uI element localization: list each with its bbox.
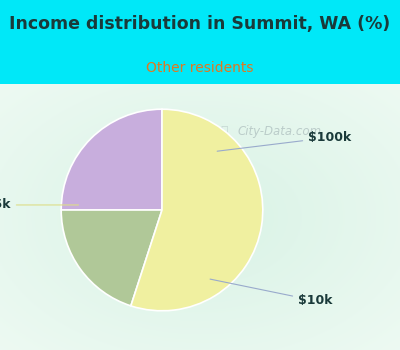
Text: Ⓢ: Ⓢ — [220, 125, 228, 138]
Wedge shape — [131, 109, 263, 311]
Text: Other residents: Other residents — [146, 61, 254, 75]
Text: Income distribution in Summit, WA (%): Income distribution in Summit, WA (%) — [9, 15, 391, 34]
Text: $10k: $10k — [210, 279, 332, 307]
Wedge shape — [61, 109, 162, 210]
Text: $75k: $75k — [0, 198, 78, 211]
Text: $100k: $100k — [217, 131, 352, 151]
Wedge shape — [61, 210, 162, 306]
Text: City-Data.com: City-Data.com — [238, 125, 322, 138]
